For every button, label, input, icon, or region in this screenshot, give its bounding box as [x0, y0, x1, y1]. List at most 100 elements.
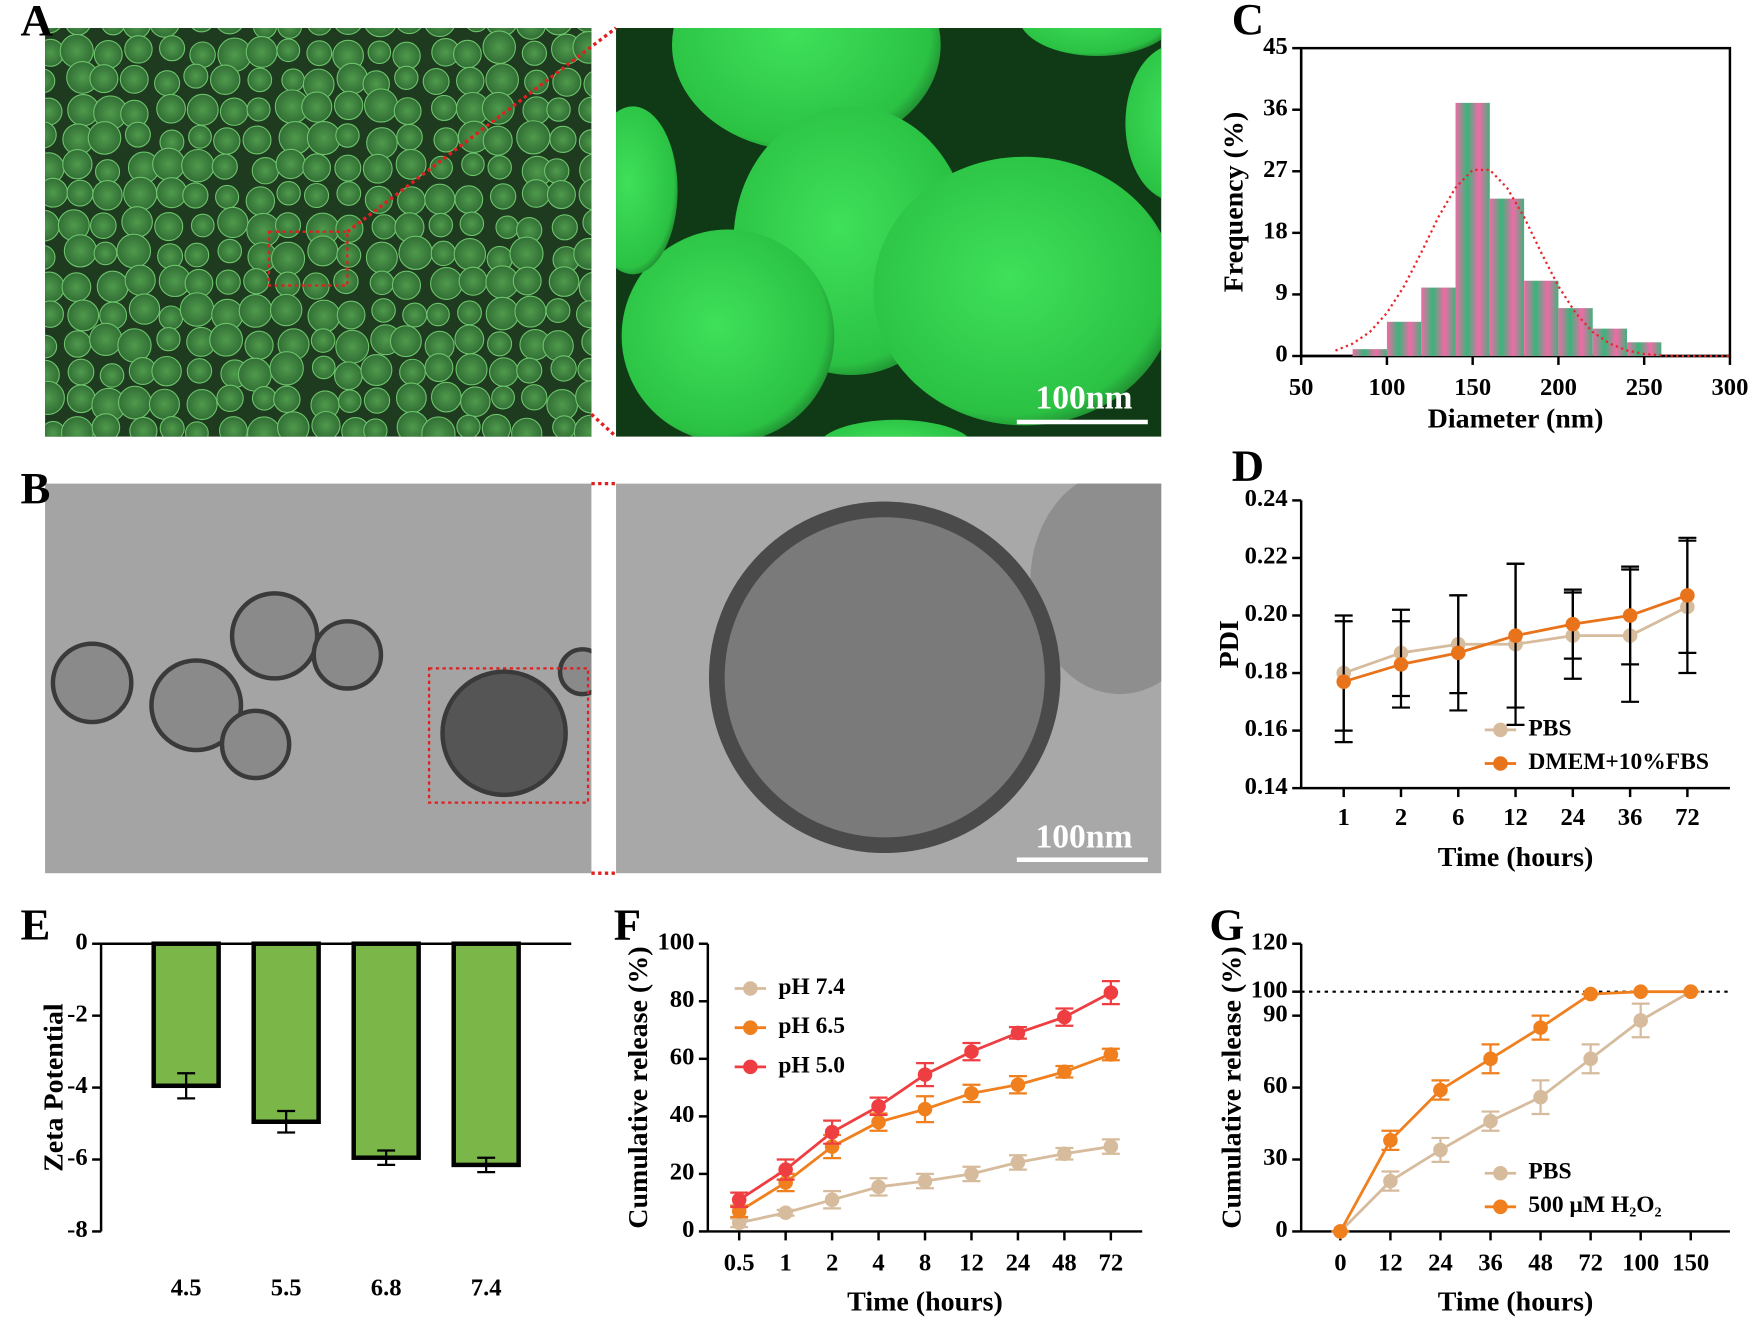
bead [45, 334, 58, 359]
y-tick-label: -6 [67, 1144, 88, 1171]
bead [61, 272, 92, 303]
legend-marker [743, 1020, 758, 1035]
point [731, 1215, 747, 1231]
bead [129, 416, 158, 437]
x-tick-label: 12 [1503, 804, 1528, 831]
y-tick-label: 60 [670, 1043, 695, 1070]
y-tick-label: 0.24 [1245, 485, 1288, 512]
bead [579, 153, 592, 187]
bead [121, 206, 153, 238]
bead [458, 266, 488, 296]
bead [246, 416, 281, 437]
point [1583, 986, 1598, 1002]
vesicles [50, 591, 592, 798]
x-tick-label: 100 [1622, 1250, 1659, 1277]
bead [101, 27, 125, 36]
y-tick-label: 0.18 [1245, 658, 1288, 685]
bead [117, 385, 152, 420]
series-line [1339, 990, 1692, 1233]
bead [62, 149, 93, 180]
x-tick-label: 72 [1675, 804, 1700, 831]
y-tick-label: 0.22 [1245, 543, 1288, 570]
bead [577, 357, 592, 382]
hist-bar [1421, 287, 1456, 356]
bead [246, 212, 281, 248]
point [1622, 608, 1638, 623]
x-tick-label: 5.5 [271, 1274, 302, 1301]
point [964, 1086, 979, 1101]
bead [63, 234, 98, 268]
point [1383, 1133, 1398, 1148]
point [1683, 984, 1699, 999]
bead [522, 96, 551, 125]
panel-letter: B [20, 463, 50, 513]
bead [124, 264, 156, 296]
bead [454, 324, 485, 355]
hist-bar [1386, 321, 1422, 356]
bead [148, 388, 180, 420]
bead [578, 96, 592, 123]
point [1010, 1025, 1026, 1041]
bead [301, 91, 333, 123]
y-tick-label: 0 [1275, 341, 1287, 368]
bead [334, 154, 362, 182]
x-tick-label: 24 [1561, 804, 1586, 831]
bead [394, 65, 419, 91]
bead [213, 127, 241, 155]
bead [158, 305, 184, 331]
point [1680, 588, 1695, 603]
bead [159, 35, 186, 62]
bead [573, 237, 592, 270]
bead [244, 330, 274, 360]
error-bar [277, 1109, 296, 1134]
bead [302, 153, 331, 183]
point [824, 1124, 840, 1140]
x-tick-label: 48 [1528, 1250, 1553, 1277]
bead [367, 40, 392, 65]
bead [365, 27, 396, 38]
point [1103, 1047, 1119, 1062]
y-axis-label: Frequency (%) [1219, 112, 1250, 292]
point [1508, 628, 1523, 643]
bead [336, 181, 362, 206]
bead [45, 27, 61, 34]
bead [454, 185, 484, 214]
y-tick-label: 100 [657, 928, 694, 955]
bead [238, 293, 273, 328]
bead [392, 41, 421, 71]
bead [275, 148, 306, 180]
bead [215, 184, 240, 210]
bead [183, 63, 209, 89]
bead [181, 148, 215, 183]
y-tick-label: 80 [670, 986, 695, 1013]
x-tick-label: 72 [1099, 1250, 1124, 1277]
bead [96, 270, 129, 303]
y-axis-label: Cumulative release (%) [623, 946, 654, 1228]
bead [430, 381, 462, 413]
bead [425, 27, 455, 38]
bead [219, 97, 249, 126]
point [1103, 1139, 1119, 1154]
hist-bar [1592, 328, 1628, 356]
y-tick-label: 0.20 [1245, 600, 1288, 627]
point [1057, 1064, 1072, 1080]
y-axis-label: Cumulative release (%) [1216, 946, 1247, 1228]
hist-bar [1352, 349, 1387, 356]
hist-bar [1627, 342, 1662, 356]
point [964, 1166, 979, 1182]
legend-label: pH 5.0 [778, 1052, 845, 1078]
error-bar [177, 1072, 196, 1100]
bead [245, 36, 278, 68]
zoom-box [427, 667, 590, 804]
bead [218, 416, 248, 437]
bead [245, 186, 276, 216]
y-tick-label: 40 [670, 1101, 695, 1128]
legend-marker [743, 1059, 758, 1075]
bead [461, 152, 485, 177]
bead [273, 385, 301, 413]
y-tick-label: 9 [1275, 279, 1287, 306]
zoom-box [267, 230, 349, 287]
bead [334, 361, 363, 391]
bead [552, 67, 582, 97]
bead [371, 298, 396, 323]
